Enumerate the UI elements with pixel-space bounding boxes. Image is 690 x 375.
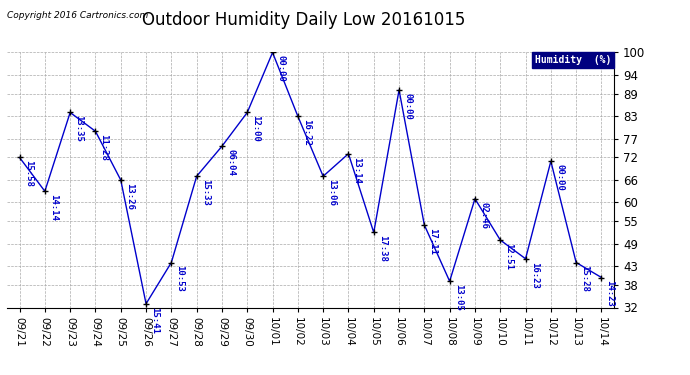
Text: 14:14: 14:14 (49, 194, 58, 221)
Text: 17:38: 17:38 (378, 235, 387, 262)
Text: 17:11: 17:11 (428, 228, 437, 255)
Text: 10:53: 10:53 (175, 265, 184, 292)
Text: 15:58: 15:58 (23, 160, 32, 187)
Text: 12:51: 12:51 (504, 243, 513, 270)
Text: Copyright 2016 Cartronics.com: Copyright 2016 Cartronics.com (7, 11, 148, 20)
Text: Outdoor Humidity Daily Low 20161015: Outdoor Humidity Daily Low 20161015 (142, 11, 465, 29)
Text: 13:06: 13:06 (327, 179, 336, 206)
Text: 15:41: 15:41 (150, 306, 159, 333)
Text: 13:05: 13:05 (454, 284, 463, 311)
Text: 11:28: 11:28 (99, 134, 108, 161)
Text: 16:23: 16:23 (530, 261, 539, 288)
Text: 00:00: 00:00 (403, 93, 412, 120)
Text: 00:00: 00:00 (555, 164, 564, 191)
Text: 15:33: 15:33 (201, 179, 210, 206)
Text: 13:14: 13:14 (353, 156, 362, 183)
Text: 14:23: 14:23 (606, 280, 615, 307)
Text: 13:35: 13:35 (75, 115, 83, 142)
Text: 15:28: 15:28 (580, 265, 589, 292)
Text: 00:00: 00:00 (277, 55, 286, 82)
Text: Humidity  (%): Humidity (%) (535, 55, 611, 65)
Text: 13:26: 13:26 (125, 183, 134, 210)
Text: 02:46: 02:46 (479, 201, 488, 228)
Text: 16:22: 16:22 (302, 119, 311, 146)
Text: 12:00: 12:00 (251, 115, 260, 142)
Text: 06:04: 06:04 (226, 149, 235, 176)
